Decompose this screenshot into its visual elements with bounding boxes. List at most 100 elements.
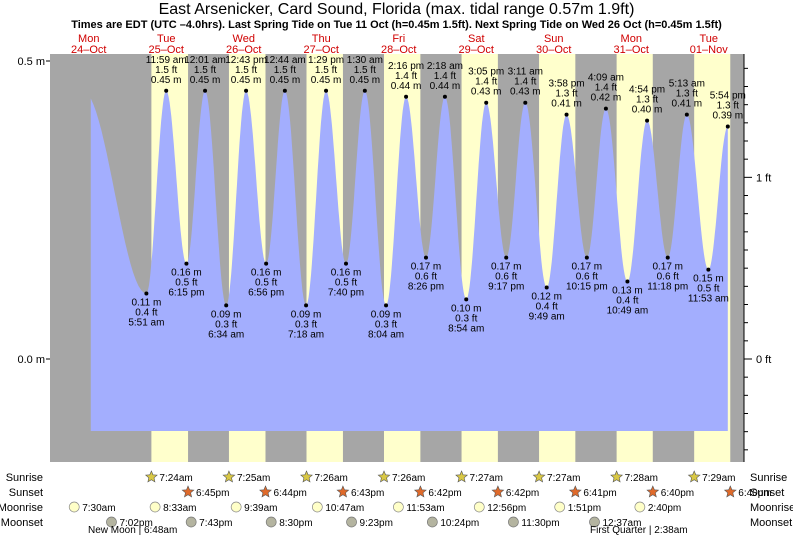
high-tide-label: 0.43 m [510, 87, 541, 98]
high-tide-label: 1.5 ft [354, 65, 376, 76]
moonrise-time: 7:30am [82, 503, 115, 514]
sunset-icon [568, 485, 582, 498]
high-tide-label: 0.45 m [151, 75, 182, 86]
low-tide-label: 9:49 am [529, 311, 565, 322]
high-tide-label: 1.4 ft [475, 77, 497, 88]
right-axis-tick-label: 0 ft [756, 354, 771, 366]
high-tide-label: 0.43 m [471, 87, 502, 98]
low-tide-label: 0.6 ft [576, 272, 598, 283]
high-tide-label: 0.45 m [311, 75, 342, 86]
low-tide-label: 7:40 pm [328, 288, 364, 299]
day-date-label: 25–Oct [149, 44, 184, 56]
left-axis-tick-label: 0.5 m [17, 56, 45, 68]
moonrise-icon [311, 501, 323, 513]
day-date-label: 27–Oct [304, 44, 339, 56]
low-tide-label: 6:56 pm [248, 288, 284, 299]
tide-point [684, 112, 689, 117]
high-tide-label: 0.39 m [713, 111, 744, 122]
high-tide-label: 1.3 ft [555, 89, 577, 100]
day-name-label: Thu [312, 33, 331, 45]
sunset-time: 6:40pm [738, 488, 771, 499]
sunrise-time: 7:26am [392, 473, 425, 484]
low-tide-label: 8:04 am [368, 329, 404, 340]
day-name-label: Fri [392, 33, 405, 45]
low-tide-label: 9:17 pm [488, 282, 524, 293]
moonrise-icon [149, 501, 161, 513]
high-tide-label: 12:01 am [184, 55, 226, 66]
sunrise-time: 7:24am [159, 473, 192, 484]
high-tide-label: 1.3 ft [717, 101, 739, 112]
tide-point [144, 291, 149, 296]
moonset-icon [426, 516, 438, 528]
low-tide-label: 0.12 m [531, 291, 562, 302]
low-tide-label: 0.16 m [251, 268, 282, 279]
chart-subtitle: Times are EDT (UTC –4.0hrs). Last Spring… [71, 19, 722, 31]
day-name-label: Sat [468, 33, 485, 45]
tide-point [423, 255, 428, 260]
sunrise-time: 7:25am [237, 473, 270, 484]
tide-point [725, 124, 730, 129]
tide-point [384, 303, 389, 308]
row-label-right: Moonset [750, 517, 792, 529]
high-tide-label: 1.5 ft [155, 65, 177, 76]
moonset-time: 7:43pm [199, 518, 232, 529]
high-tide-label: 0.41 m [672, 99, 703, 110]
tide-point [442, 94, 447, 99]
tide-point [184, 261, 189, 266]
left-axis-tick-label: 0.0 m [17, 354, 45, 366]
high-tide-label: 0.41 m [551, 99, 582, 110]
low-tide-label: 0.17 m [411, 262, 442, 273]
sunrise-time: 7:28am [625, 473, 658, 484]
high-tide-label: 3:11 am [508, 67, 543, 78]
low-tide-label: 0.5 ft [697, 284, 719, 295]
low-tide-label: 0.3 ft [455, 313, 477, 324]
tide-point [344, 261, 349, 266]
tide-point [564, 112, 569, 117]
moonset-time: 8:30pm [279, 518, 312, 529]
low-tide-label: 0.09 m [371, 309, 402, 320]
low-tide-label: 6:15 pm [168, 288, 204, 299]
low-tide-label: 0.5 ft [335, 278, 357, 289]
low-tide-label: 0.5 ft [255, 278, 277, 289]
high-tide-label: 11:59 am [146, 55, 187, 66]
low-tide-label: 0.09 m [291, 309, 322, 320]
sunset-icon [491, 485, 505, 498]
tide-point [665, 255, 670, 260]
low-tide-label: 0.3 ft [215, 319, 237, 330]
moonset-icon [508, 516, 519, 528]
tide-point [603, 106, 608, 111]
moonrise-icon [554, 501, 566, 513]
sunset-time: 6:41pm [583, 488, 616, 499]
sunset-time: 6:45pm [196, 488, 229, 499]
tide-point [625, 279, 630, 284]
low-tide-label: 0.4 ft [135, 307, 157, 318]
day-name-label: Tue [157, 33, 176, 45]
row-label-left: Sunrise [6, 472, 43, 484]
low-tide-label: 0.6 ft [657, 272, 679, 283]
sunset-time: 6:42pm [506, 488, 539, 499]
day-date-label: 29–Oct [459, 44, 494, 56]
tide-point [264, 261, 269, 266]
high-tide-label: 1.3 ft [636, 95, 658, 106]
high-tide-label: 1.4 ft [434, 71, 456, 82]
tide-point [304, 303, 309, 308]
tide-point [504, 255, 509, 260]
high-tide-label: 1:30 am [347, 55, 383, 66]
tide-point [404, 94, 409, 99]
low-tide-label: 0.16 m [331, 268, 362, 279]
low-tide-label: 0.17 m [491, 262, 522, 273]
sunrise-icon [532, 470, 546, 483]
sunrise-icon [144, 470, 158, 483]
low-tide-label: 0.09 m [211, 309, 242, 320]
moonset-time: 12:37am [602, 518, 641, 529]
high-tide-label: 1.5 ft [235, 65, 257, 76]
tide-point [484, 100, 489, 105]
moonrise-time: 1:51pm [568, 503, 601, 514]
low-tide-label: 5:51 am [128, 317, 164, 328]
sunset-time: 6:42pm [428, 488, 461, 499]
tide-point [706, 267, 711, 272]
row-label-left: Moonrise [0, 502, 43, 514]
day-name-label: Mon [621, 33, 642, 45]
high-tide-label: 12:44 am [264, 55, 306, 66]
